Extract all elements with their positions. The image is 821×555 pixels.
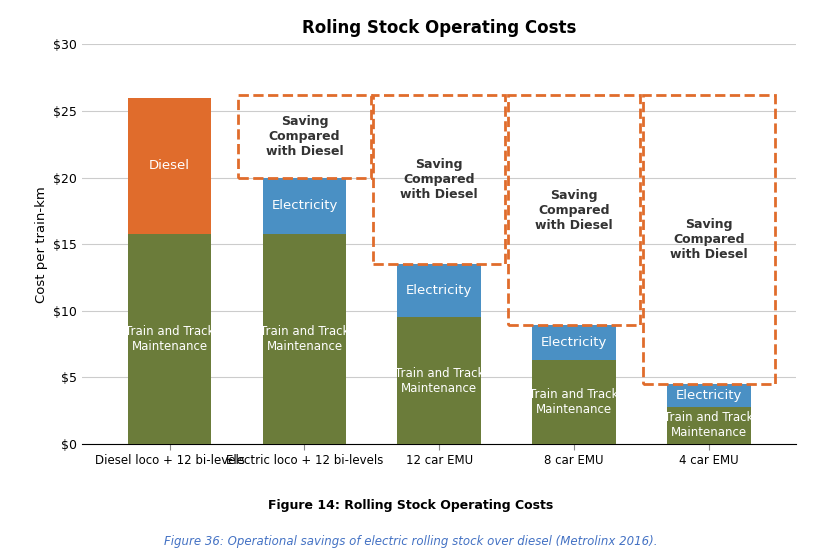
Y-axis label: Cost per train-km: Cost per train-km [34,186,48,302]
Text: Diesel: Diesel [149,159,190,172]
Text: Figure 14: Rolling Stock Operating Costs: Figure 14: Rolling Stock Operating Costs [268,498,553,512]
Text: Electricity: Electricity [541,336,608,349]
Text: Train and Track
Maintenance: Train and Track Maintenance [664,411,754,440]
Text: Figure 36: Operational savings of electric rolling stock over diesel (Metrolinx : Figure 36: Operational savings of electr… [163,534,658,548]
Title: Roling Stock Operating Costs: Roling Stock Operating Costs [302,19,576,37]
Text: Electricity: Electricity [406,284,472,297]
Bar [263,234,346,444]
Text: Electricity: Electricity [676,389,742,402]
Bar [128,234,212,444]
Bar [374,95,505,264]
Bar [238,95,370,178]
Bar [508,95,640,325]
Bar [643,95,775,384]
Text: Train and Track
Maintenance: Train and Track Maintenance [395,367,484,395]
Bar [263,178,346,234]
Text: Saving
Compared
with Diesel: Saving Compared with Diesel [266,115,343,158]
Bar [667,407,750,444]
Text: Train and Track
Maintenance: Train and Track Maintenance [125,325,214,353]
Text: Electricity: Electricity [271,199,337,212]
Text: Train and Track
Maintenance: Train and Track Maintenance [259,325,349,353]
Bar [532,360,616,444]
Bar [667,384,750,407]
Text: Saving
Compared
with Diesel: Saving Compared with Diesel [535,189,612,232]
Text: Saving
Compared
with Diesel: Saving Compared with Diesel [670,218,748,261]
Bar [397,264,481,317]
Bar [128,98,212,234]
Bar [532,325,616,360]
Text: Train and Track
Maintenance: Train and Track Maintenance [530,388,619,416]
Bar [397,317,481,444]
Text: Saving
Compared
with Diesel: Saving Compared with Diesel [401,158,478,201]
